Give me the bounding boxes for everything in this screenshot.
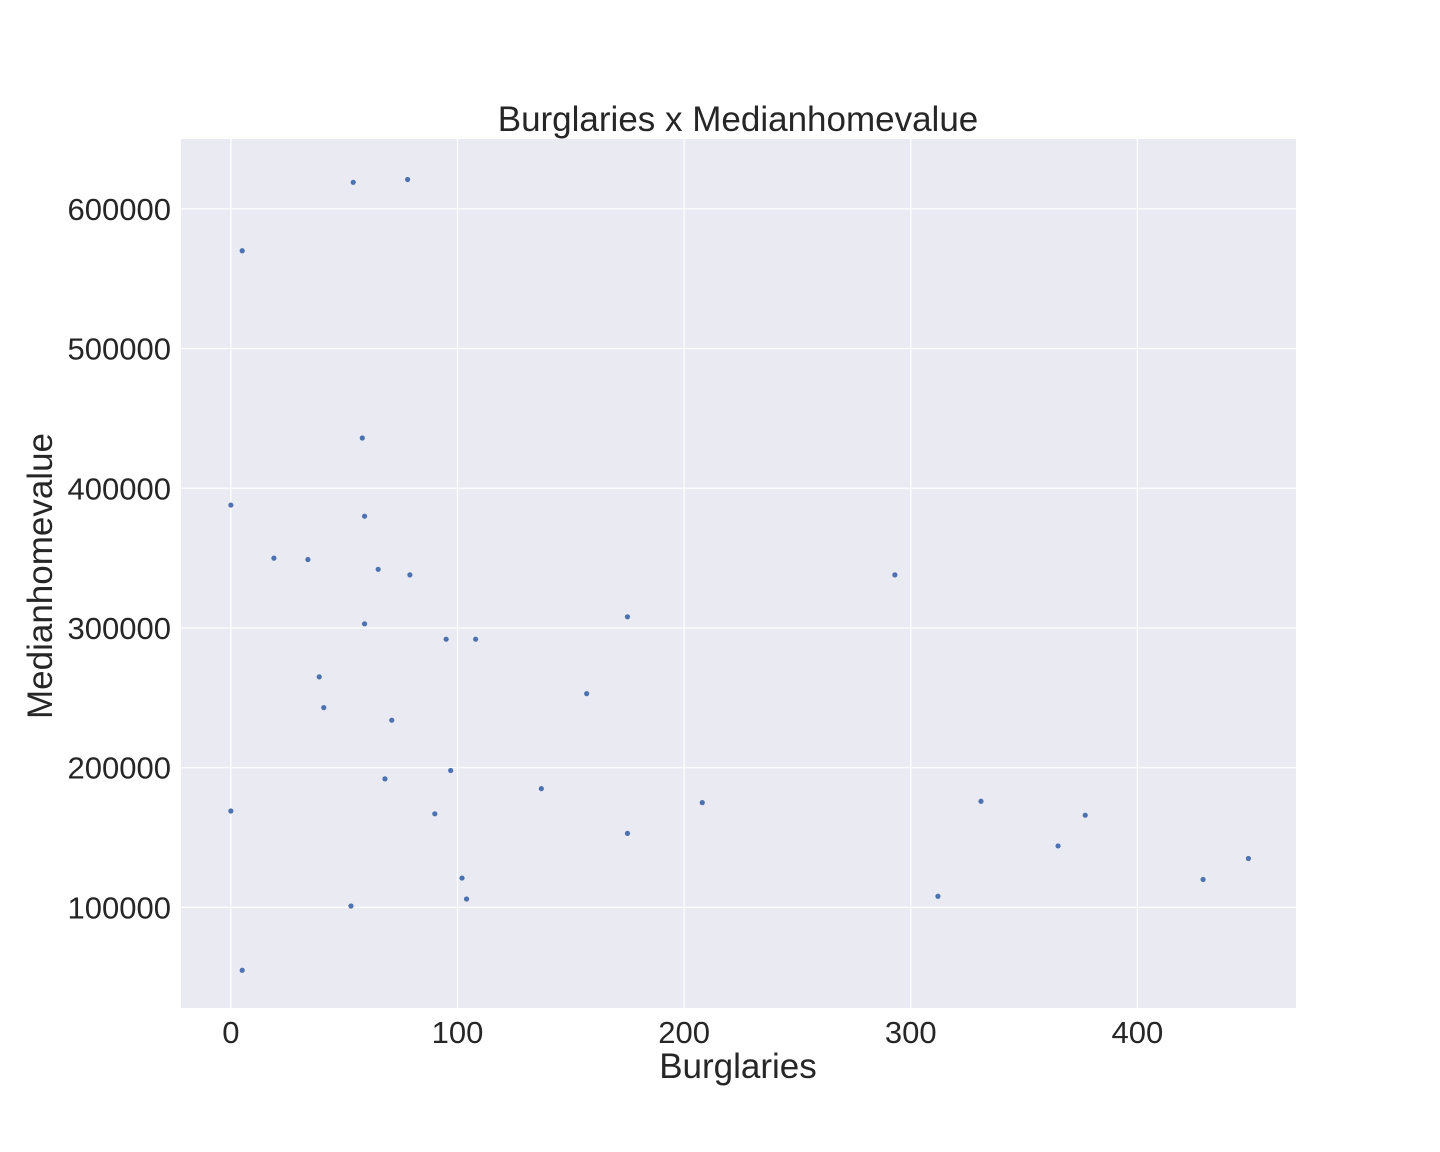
data-point	[228, 502, 234, 508]
data-point	[382, 776, 388, 782]
y-tick-label: 500000	[68, 332, 171, 367]
chart-title: Burglaries x Medianhomevalue	[498, 100, 979, 139]
y-gridlines	[181, 208, 1296, 909]
data-point	[584, 691, 590, 697]
data-points	[228, 176, 1252, 973]
data-point	[432, 811, 438, 817]
data-point	[1082, 812, 1088, 818]
data-point	[978, 798, 984, 804]
data-point	[228, 808, 234, 814]
data-point	[321, 705, 327, 711]
data-point	[271, 555, 277, 561]
y-tick-label: 400000	[68, 471, 171, 506]
data-point	[463, 896, 470, 902]
data-point	[348, 903, 354, 909]
y-tick-label: 300000	[68, 611, 171, 646]
y-tick-labels: 100000 200000 300000 400000 500000 600000	[68, 192, 171, 926]
x-tick-label: 0	[222, 1015, 239, 1050]
data-point	[375, 566, 381, 572]
x-tick-label: 400	[1111, 1015, 1163, 1050]
data-point	[350, 179, 356, 185]
data-point	[361, 513, 368, 519]
data-point	[892, 572, 898, 578]
data-point	[1200, 876, 1206, 883]
data-point	[935, 893, 941, 899]
data-point	[699, 800, 705, 806]
y-tick-label: 100000	[68, 890, 171, 925]
data-point	[624, 830, 631, 836]
data-point	[538, 786, 544, 792]
x-axis-label: Burglaries	[659, 1047, 817, 1086]
plot-area	[181, 139, 1296, 1008]
data-point	[1055, 843, 1061, 849]
y-tick-label: 200000	[68, 751, 171, 786]
data-point	[361, 621, 368, 627]
x-tick-labels: 0 100 200 300 400	[222, 1015, 1163, 1050]
data-point	[448, 767, 454, 774]
x-tick-label: 300	[885, 1015, 937, 1050]
y-tick-label: 600000	[68, 192, 171, 227]
data-point	[443, 636, 449, 642]
data-point	[239, 248, 245, 254]
data-point	[305, 556, 311, 563]
data-point	[624, 614, 631, 620]
data-point	[473, 636, 479, 642]
data-point	[389, 717, 395, 723]
data-point	[407, 572, 413, 578]
y-axis-label: Medianhomevalue	[21, 433, 60, 719]
data-point	[359, 435, 365, 441]
x-gridlines	[230, 139, 1138, 1008]
data-point	[1245, 855, 1252, 862]
data-point	[316, 674, 322, 680]
data-point	[405, 176, 411, 183]
x-tick-label: 100	[432, 1015, 484, 1050]
data-point	[239, 967, 245, 973]
data-point	[459, 875, 465, 881]
x-tick-label: 200	[658, 1015, 710, 1050]
